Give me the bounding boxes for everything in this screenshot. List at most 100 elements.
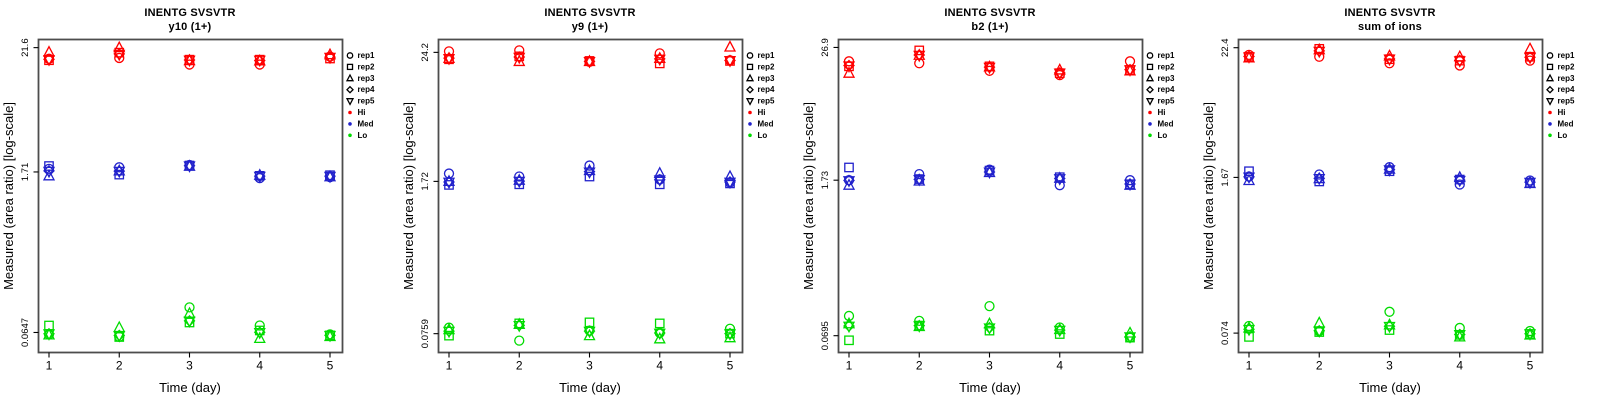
marker-square [1546,63,1554,71]
marker-triangle-down [1545,98,1555,106]
legend-label-Lo: Lo [358,131,368,140]
marker-triangle-up [1053,322,1066,335]
marker-circle [1054,180,1065,191]
legend-label-rep4: rep4 [758,85,775,94]
marker-triangle-up [345,73,355,82]
legend-dot-Med [348,122,352,126]
legend-label-rep1: rep1 [758,51,775,60]
marker-triangle-down [513,52,526,65]
marker-triangle-down [113,166,126,179]
marker-square [654,318,665,329]
legend: rep1 rep2 rep3 rep4 rep5 Hi Med Lo [345,51,375,140]
y-axis-label: Measured (area ratio) [log-scale] [1201,102,1216,290]
marker-triangle-down [113,49,126,62]
marker-triangle-down [1453,329,1466,342]
marker-circle [584,160,595,171]
marker-triangle-down [323,330,337,343]
marker-triangle-down [653,54,666,67]
marker-circle [1384,306,1395,317]
marker-triangle-down [442,53,456,66]
marker-triangle-down [1053,174,1066,186]
chart-subtitle: sum of ions [1358,21,1422,33]
x-tick-label: 1 [1246,359,1253,373]
legend-label-rep1: rep1 [358,51,375,60]
marker-square [1146,63,1154,71]
marker-circle [654,48,665,59]
marker-triangle-down [253,171,266,184]
marker-circle [1146,52,1154,59]
marker-triangle-down [42,166,56,179]
legend: rep1 rep2 rep3 rep4 rep5 Hi Med Lo [745,51,775,140]
marker-triangle-down [1523,329,1537,341]
marker-triangle-down [345,98,355,106]
legend-dot-Hi [1548,110,1552,115]
legend-label-rep1: rep1 [1558,51,1575,60]
marker-triangle-down [1053,68,1066,81]
x-tick-label: 4 [656,359,663,373]
legend-label-Lo: Lo [1558,131,1568,140]
x-tick-label: 2 [516,359,523,373]
marker-circle [346,52,354,59]
marker-triangle-up [42,168,56,181]
marker-triangle-up [653,166,666,178]
x-tick-label: 5 [1127,359,1134,373]
legend-label-rep2: rep2 [358,62,375,71]
marker-square [844,335,854,346]
legend-label-Med: Med [1558,119,1574,128]
legend-label-Hi: Hi [1558,108,1566,117]
legend-label-rep3: rep3 [758,74,775,83]
legend-label-Lo: Lo [1158,131,1168,140]
marker-triangle-down [1123,332,1137,344]
y-tick-label: 22.4 [1220,38,1231,57]
marker-circle [514,335,525,346]
marker-diamond [346,85,354,94]
marker-triangle-down [913,50,926,63]
legend-dot-Lo [348,133,352,138]
marker-square [346,63,354,71]
legend-label-Lo: Lo [758,131,768,140]
marker-triangle-down [442,326,456,339]
marker-circle [514,171,525,182]
marker-triangle-down [513,176,526,189]
y-tick-label: 1.73 [820,171,831,190]
chart-panel-sum-of-ions: INENTG SVSVTR sum of ions Time (day) Mea… [1200,0,1600,400]
marker-triangle-down [1313,173,1326,186]
marker-triangle-up [442,174,456,187]
x-tick-label: 2 [116,359,123,373]
y-tick-label: 1.71 [20,163,31,182]
marker-circle [443,46,455,57]
legend-label-Hi: Hi [358,108,366,117]
x-axis-label: Time (day) [159,380,221,395]
marker-triangle-up [1053,171,1066,183]
marker-triangle-down [323,52,337,65]
marker-triangle-down [1453,56,1466,68]
marker-triangle-up [583,328,596,341]
marker-triangle-down [1313,326,1326,339]
chart-panel-b2: INENTG SVSVTR b2 (1+) Time (day) Measure… [800,0,1200,400]
y-tick-label: 26.9 [820,38,831,57]
legend-label-rep5: rep5 [1558,97,1575,106]
x-axis-label: Time (day) [1359,380,1421,395]
chart-title: INENTG SVSVTR [1344,7,1435,19]
marker-triangle-up [842,178,856,190]
legend-label-rep3: rep3 [1158,74,1175,83]
plot-svg-sum-of-ions: INENTG SVSVTR sum of ions Time (day) Mea… [1201,7,1575,395]
marker-triangle-down [983,323,996,335]
marker-circle [114,52,125,64]
y-tick-label: 0.0695 [820,321,831,350]
legend-label-rep2: rep2 [1558,62,1575,71]
marker-triangle-down [983,62,996,75]
legend-dot-Hi [348,110,352,115]
marker-triangle-down [1523,52,1537,65]
legend-label-rep2: rep2 [1158,62,1175,71]
x-tick-label: 4 [256,359,263,373]
marker-circle [184,302,195,313]
legend-dot-Lo [1548,133,1552,138]
marker-circle [1314,51,1325,62]
marker-square [746,63,754,71]
marker-square [844,162,854,173]
marker-triangle-down [723,56,737,68]
legend-label-rep4: rep4 [1558,85,1575,94]
x-axis-label: Time (day) [559,380,621,395]
